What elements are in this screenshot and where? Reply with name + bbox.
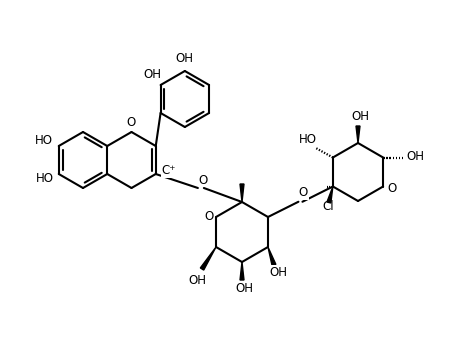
Polygon shape [327,186,333,203]
Polygon shape [268,247,276,266]
Text: HO: HO [35,135,53,147]
Text: OH: OH [188,274,206,288]
Text: O: O [127,115,136,129]
Text: HO: HO [36,173,54,186]
Text: OH: OH [176,51,194,65]
Polygon shape [356,126,360,143]
Text: OH: OH [235,282,253,295]
Text: O: O [299,186,308,199]
Text: C⁺: C⁺ [161,164,176,178]
Text: OH: OH [351,110,369,124]
Text: Cl: Cl [322,200,334,213]
Text: OH: OH [144,69,162,82]
Text: HO: HO [299,133,317,146]
Polygon shape [200,247,216,270]
Polygon shape [240,184,244,202]
Text: OH: OH [269,266,287,279]
Text: O: O [198,174,207,186]
Text: O: O [387,182,397,195]
Text: O: O [205,211,213,224]
Polygon shape [240,262,244,280]
Text: OH: OH [406,150,424,163]
